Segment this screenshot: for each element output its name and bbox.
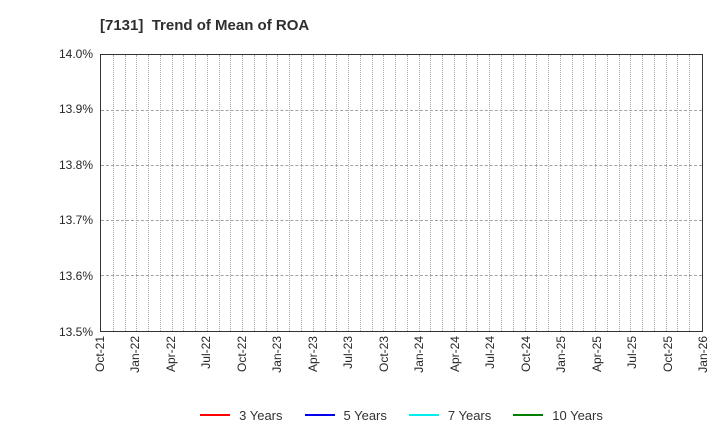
vertical-gridline — [430, 55, 432, 331]
vertical-gridline — [277, 55, 279, 331]
horizontal-gridline — [101, 110, 702, 111]
vertical-gridline — [206, 55, 208, 331]
vertical-gridline — [665, 55, 667, 331]
vertical-gridline — [230, 55, 232, 331]
vertical-gridline — [477, 55, 479, 331]
legend: 3 Years 5 Years 7 Years 10 Years — [100, 403, 703, 427]
x-tick-label: Apr-24 — [447, 336, 462, 373]
horizontal-gridline — [101, 165, 702, 166]
legend-line-swatch — [200, 414, 231, 416]
vertical-gridline — [689, 55, 691, 331]
x-tick-label: Oct-21 — [93, 336, 107, 373]
legend-line-swatch — [513, 414, 544, 416]
vertical-gridline — [371, 55, 373, 331]
legend-label: 3 Years — [239, 407, 283, 423]
vertical-gridline — [124, 55, 126, 331]
vertical-gridline — [677, 55, 679, 331]
legend-line-swatch — [304, 414, 335, 416]
plot-area — [100, 54, 703, 332]
x-tick-label: Jul-24 — [483, 336, 498, 369]
vertical-gridline — [383, 55, 385, 331]
x-tick-label: Oct-24 — [518, 336, 533, 373]
legend-label: 7 Years — [447, 407, 492, 423]
x-tick-label: Jul-23 — [341, 336, 356, 369]
x-tick-label: Jul-22 — [199, 336, 214, 369]
vertical-gridline — [242, 55, 244, 331]
vertical-gridline — [465, 55, 467, 331]
horizontal-gridline — [101, 220, 702, 221]
vertical-gridline — [418, 55, 420, 331]
vertical-gridline — [571, 55, 573, 331]
vertical-gridline — [336, 55, 338, 331]
x-tick-label: Jan-24 — [412, 336, 427, 373]
vertical-gridline — [218, 55, 220, 331]
vertical-gridline — [406, 55, 408, 331]
vertical-gridline — [595, 55, 597, 331]
vertical-gridline — [618, 55, 620, 331]
legend-item: 7 Years — [408, 407, 492, 423]
vertical-gridline — [630, 55, 632, 331]
vertical-gridline — [442, 55, 444, 331]
legend-label: 10 Years — [552, 407, 603, 423]
vertical-gridline — [653, 55, 655, 331]
x-tick-label: Jan-22 — [128, 336, 143, 373]
vertical-gridline — [583, 55, 585, 331]
vertical-gridline — [453, 55, 455, 331]
legend-item: 3 Years — [200, 407, 283, 423]
vertical-gridline — [159, 55, 161, 331]
vertical-gridline — [289, 55, 291, 331]
vertical-gridline — [112, 55, 114, 331]
y-tick-label: 13.8% — [58, 157, 93, 172]
x-tick-label: Jan-26 — [696, 336, 710, 373]
vertical-gridline — [301, 55, 302, 331]
vertical-gridline — [359, 55, 361, 331]
y-tick-label: 13.7% — [58, 213, 93, 228]
x-tick-label: Oct-22 — [234, 336, 249, 373]
x-tick-label: Jul-25 — [625, 336, 640, 369]
vertical-gridline — [524, 55, 526, 331]
vertical-gridline — [501, 55, 502, 331]
vertical-gridline — [195, 55, 197, 331]
vertical-gridline — [348, 55, 350, 331]
vertical-gridline — [148, 55, 150, 331]
chart-title: [7131] Trend of Mean of ROA — [100, 17, 310, 34]
vertical-gridline — [559, 55, 561, 331]
vertical-gridline — [312, 55, 314, 331]
y-tick-label: 13.5% — [58, 324, 93, 339]
x-tick-label: Jan-25 — [554, 336, 569, 373]
vertical-gridline — [548, 55, 550, 331]
x-tick-label: Apr-22 — [163, 336, 178, 373]
vertical-gridline — [642, 55, 644, 331]
legend-item: 5 Years — [304, 407, 387, 423]
x-tick-label: Oct-25 — [660, 336, 675, 373]
vertical-gridline — [136, 55, 138, 331]
legend-line-swatch — [408, 414, 439, 416]
x-tick-label: Apr-23 — [305, 336, 320, 373]
x-tick-label: Apr-25 — [589, 336, 604, 373]
legend-label: 5 Years — [343, 407, 387, 423]
x-tick-label: Oct-23 — [376, 336, 391, 373]
y-tick-label: 13.6% — [58, 268, 93, 283]
legend-item: 10 Years — [513, 408, 603, 423]
vertical-gridline — [606, 55, 608, 331]
y-tick-label: 13.9% — [58, 102, 93, 117]
vertical-gridline — [324, 55, 326, 331]
vertical-gridline — [536, 55, 538, 331]
vertical-gridline — [253, 55, 255, 331]
vertical-gridline — [183, 55, 185, 331]
y-tick-label: 14.0% — [58, 46, 93, 61]
vertical-gridline — [489, 55, 491, 331]
vertical-gridline — [265, 55, 267, 331]
horizontal-gridline — [101, 275, 702, 276]
x-tick-label: Jan-23 — [270, 336, 285, 373]
vertical-gridline — [171, 55, 173, 331]
vertical-gridline — [512, 55, 514, 331]
vertical-gridline — [395, 55, 397, 331]
